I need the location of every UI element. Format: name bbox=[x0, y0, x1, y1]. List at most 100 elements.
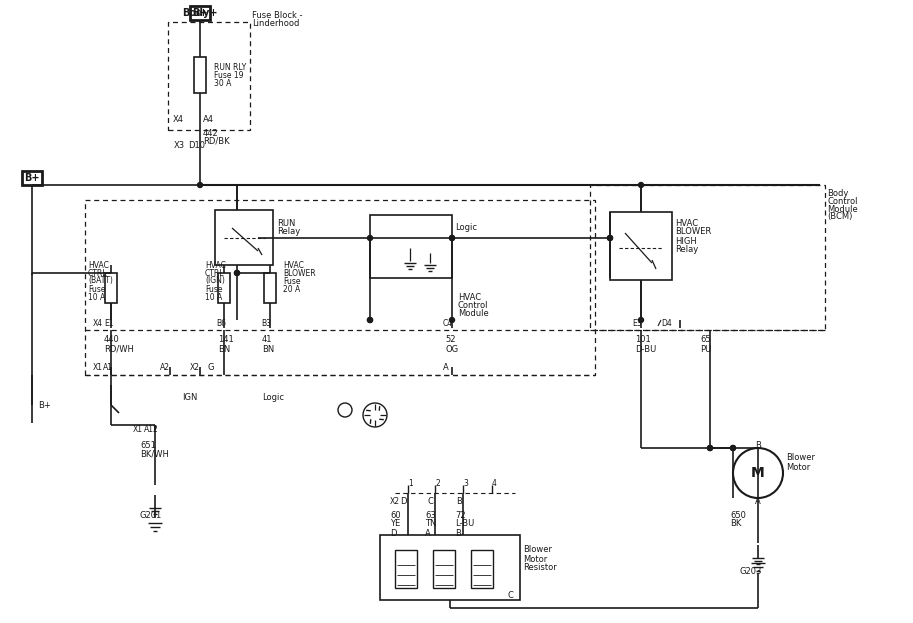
Text: B+: B+ bbox=[25, 173, 40, 183]
Text: B6: B6 bbox=[216, 318, 226, 328]
Text: BLOWER: BLOWER bbox=[283, 269, 316, 277]
Bar bbox=[610, 212, 672, 280]
Text: Fuse: Fuse bbox=[205, 285, 223, 293]
Text: (BATT): (BATT) bbox=[88, 277, 113, 285]
Text: 63: 63 bbox=[425, 510, 436, 520]
Text: 2: 2 bbox=[435, 478, 440, 488]
Circle shape bbox=[449, 235, 455, 240]
Text: Control: Control bbox=[827, 196, 857, 206]
Text: A: A bbox=[425, 528, 431, 538]
Circle shape bbox=[708, 445, 712, 450]
Text: HVAC: HVAC bbox=[205, 260, 226, 270]
Text: B+: B+ bbox=[193, 8, 208, 18]
Bar bbox=[22, 171, 42, 185]
Bar bbox=[433, 550, 455, 588]
Text: BK: BK bbox=[730, 520, 741, 528]
Text: BLOWER: BLOWER bbox=[675, 227, 711, 237]
Text: 30 A: 30 A bbox=[214, 80, 231, 88]
Text: Blower: Blower bbox=[786, 454, 815, 462]
Text: Fuse: Fuse bbox=[88, 285, 106, 293]
Text: CTRL: CTRL bbox=[88, 269, 108, 277]
Text: A12: A12 bbox=[144, 426, 159, 434]
Text: G203: G203 bbox=[740, 566, 762, 576]
Text: D: D bbox=[390, 528, 396, 538]
Text: Motor: Motor bbox=[523, 554, 547, 563]
Bar bbox=[168, 22, 250, 130]
Text: Blower: Blower bbox=[523, 546, 552, 554]
Text: G: G bbox=[207, 363, 214, 371]
Text: PU: PU bbox=[700, 345, 711, 353]
Text: 4: 4 bbox=[492, 478, 497, 488]
Circle shape bbox=[449, 318, 455, 323]
Text: D: D bbox=[400, 497, 406, 505]
Text: Logic: Logic bbox=[455, 224, 477, 232]
Text: 3: 3 bbox=[463, 478, 467, 488]
Text: X1: X1 bbox=[93, 363, 103, 371]
Text: D10: D10 bbox=[188, 141, 205, 151]
Text: Motor: Motor bbox=[786, 462, 810, 472]
Text: 442: 442 bbox=[203, 128, 219, 138]
Text: RUN RLY: RUN RLY bbox=[214, 64, 247, 72]
Text: Relay: Relay bbox=[277, 227, 300, 237]
Text: HVAC: HVAC bbox=[88, 260, 109, 270]
Circle shape bbox=[730, 445, 736, 450]
Text: D4: D4 bbox=[661, 318, 672, 328]
Text: TN: TN bbox=[425, 520, 436, 528]
Bar bbox=[190, 6, 210, 20]
Text: B: B bbox=[455, 528, 461, 538]
Text: 20 A: 20 A bbox=[283, 285, 300, 293]
Text: Resistor: Resistor bbox=[523, 563, 557, 573]
Text: C: C bbox=[508, 591, 514, 599]
Text: 650: 650 bbox=[730, 510, 746, 520]
Circle shape bbox=[368, 235, 373, 240]
Bar bbox=[218, 273, 230, 303]
Text: 41: 41 bbox=[262, 336, 272, 345]
Text: L-BU: L-BU bbox=[455, 520, 474, 528]
Text: OG: OG bbox=[445, 345, 458, 353]
Text: G201: G201 bbox=[140, 511, 163, 520]
Text: B3: B3 bbox=[261, 318, 271, 328]
Text: X3: X3 bbox=[174, 141, 185, 151]
Text: A2: A2 bbox=[160, 363, 170, 371]
Bar bbox=[471, 550, 493, 588]
Text: BK/WH: BK/WH bbox=[140, 450, 169, 459]
Text: X1: X1 bbox=[133, 426, 143, 434]
Bar bbox=[370, 215, 452, 278]
Circle shape bbox=[607, 235, 613, 240]
Circle shape bbox=[235, 270, 239, 275]
Text: CTRL: CTRL bbox=[205, 269, 225, 277]
Circle shape bbox=[638, 318, 644, 323]
Text: 60: 60 bbox=[390, 510, 401, 520]
Text: YE: YE bbox=[390, 520, 400, 528]
Circle shape bbox=[449, 235, 455, 240]
Text: Linderhood: Linderhood bbox=[252, 19, 299, 29]
Circle shape bbox=[368, 318, 373, 323]
Text: X4: X4 bbox=[93, 318, 103, 328]
Text: X2: X2 bbox=[390, 497, 400, 505]
Text: (BCM): (BCM) bbox=[827, 212, 853, 222]
Text: 440: 440 bbox=[104, 336, 120, 345]
Circle shape bbox=[708, 445, 712, 450]
Bar bbox=[264, 273, 276, 303]
Text: 10 A: 10 A bbox=[88, 293, 105, 302]
Text: Module: Module bbox=[827, 204, 857, 214]
Text: C: C bbox=[428, 497, 434, 505]
Bar bbox=[590, 185, 825, 330]
Text: B: B bbox=[456, 497, 462, 505]
Text: Relay: Relay bbox=[675, 245, 698, 255]
Bar bbox=[380, 535, 520, 600]
Circle shape bbox=[197, 183, 203, 188]
Text: Fuse: Fuse bbox=[283, 277, 300, 285]
Text: BN: BN bbox=[262, 345, 274, 353]
Text: E1: E1 bbox=[104, 318, 113, 328]
Text: HVAC: HVAC bbox=[675, 219, 698, 227]
Text: Control: Control bbox=[458, 302, 488, 310]
Circle shape bbox=[733, 448, 783, 498]
Text: RD/BK: RD/BK bbox=[203, 136, 230, 146]
Text: 72: 72 bbox=[455, 510, 466, 520]
Circle shape bbox=[638, 183, 644, 188]
Text: C4: C4 bbox=[443, 318, 453, 328]
Text: A: A bbox=[443, 363, 449, 371]
Text: A4: A4 bbox=[203, 115, 214, 125]
Text: HVAC: HVAC bbox=[283, 260, 304, 270]
